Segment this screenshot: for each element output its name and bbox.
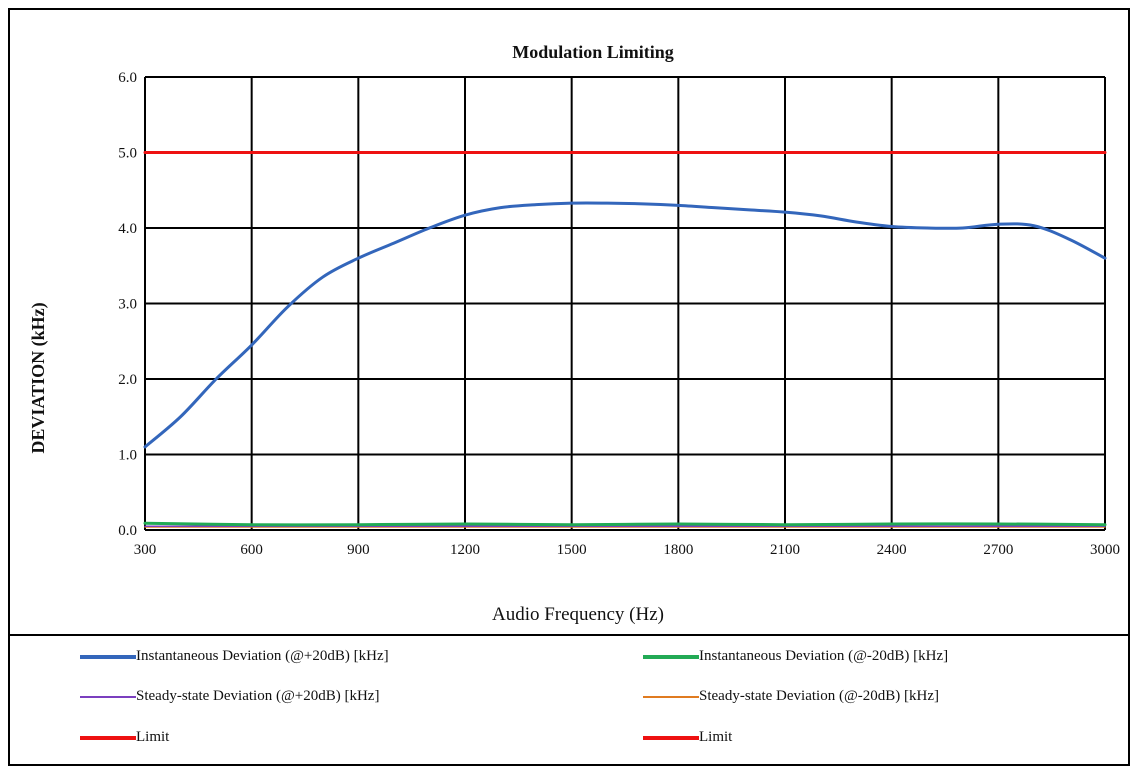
x-axis-label: Audio Frequency (Hz): [492, 604, 664, 625]
legend-item: Limit: [643, 729, 732, 746]
x-tick-label: 2400: [877, 542, 907, 558]
grid: [144, 76, 1106, 531]
y-tick-label: 2.0: [118, 372, 137, 388]
legend-label: Limit: [136, 729, 170, 745]
y-axis-label: DEVIATION (kHz): [28, 302, 49, 453]
y-tick-label: 5.0: [118, 146, 137, 162]
series-lines: [143, 151, 1107, 528]
y-tick-label: 6.0: [118, 70, 137, 86]
legend-swatch: [643, 735, 699, 740]
y-tick-label: 4.0: [118, 221, 137, 237]
y-tick-label: 1.0: [118, 448, 137, 464]
x-tick-label: 900: [347, 542, 370, 558]
x-tick-label: 1500: [557, 542, 587, 558]
y-tick-label: 3.0: [118, 297, 137, 313]
legend-label: Instantaneous Deviation (@+20dB) [kHz]: [136, 648, 389, 664]
legend-swatch: [80, 695, 136, 698]
legend-label: Limit: [699, 729, 733, 745]
x-tick-label: 1800: [663, 542, 693, 558]
axis-ticks: 300 600 900 1200 1500 1800 2100 2400 2700 3000 0.0…: [118, 70, 1120, 558]
x-tick-label: 300: [134, 542, 157, 558]
series-line: [143, 201, 1107, 449]
legend-item: Instantaneous Deviation (@+20dB) [kHz]: [80, 648, 389, 665]
y-tick-label: 0.0: [118, 523, 137, 539]
chart-frame: [8, 8, 1130, 766]
legend-label: Steady-state Deviation (@-20dB) [kHz]: [699, 688, 939, 704]
legend-item: Steady-state Deviation (@-20dB) [kHz]: [643, 688, 939, 705]
legend-item: Limit: [80, 729, 169, 746]
x-tick-label: 2100: [770, 542, 800, 558]
x-tick-label: 1200: [450, 542, 480, 558]
legend-swatch: [80, 735, 136, 740]
x-tick-label: 2700: [983, 542, 1013, 558]
legend-swatch: [80, 654, 136, 659]
x-tick-label: 3000: [1090, 542, 1120, 558]
legend-item: Steady-state Deviation (@+20dB) [kHz]: [80, 688, 379, 705]
legend-label: Instantaneous Deviation (@-20dB) [kHz]: [699, 648, 949, 664]
x-tick-label: 600: [240, 542, 263, 558]
chart-area: Modulation Limiting 300 600 900 1200 1500 180…: [28, 42, 1120, 625]
legend-swatch: [643, 654, 699, 659]
legend-label: Steady-state Deviation (@+20dB) [kHz]: [136, 688, 380, 704]
legend-swatch: [643, 695, 699, 698]
legend: Instantaneous Deviation (@+20dB) [kHz] In…: [10, 634, 1130, 766]
series-line: [143, 521, 1107, 527]
legend-item: Instantaneous Deviation (@-20dB) [kHz]: [643, 648, 948, 665]
chart-title: Modulation Limiting: [512, 42, 674, 62]
